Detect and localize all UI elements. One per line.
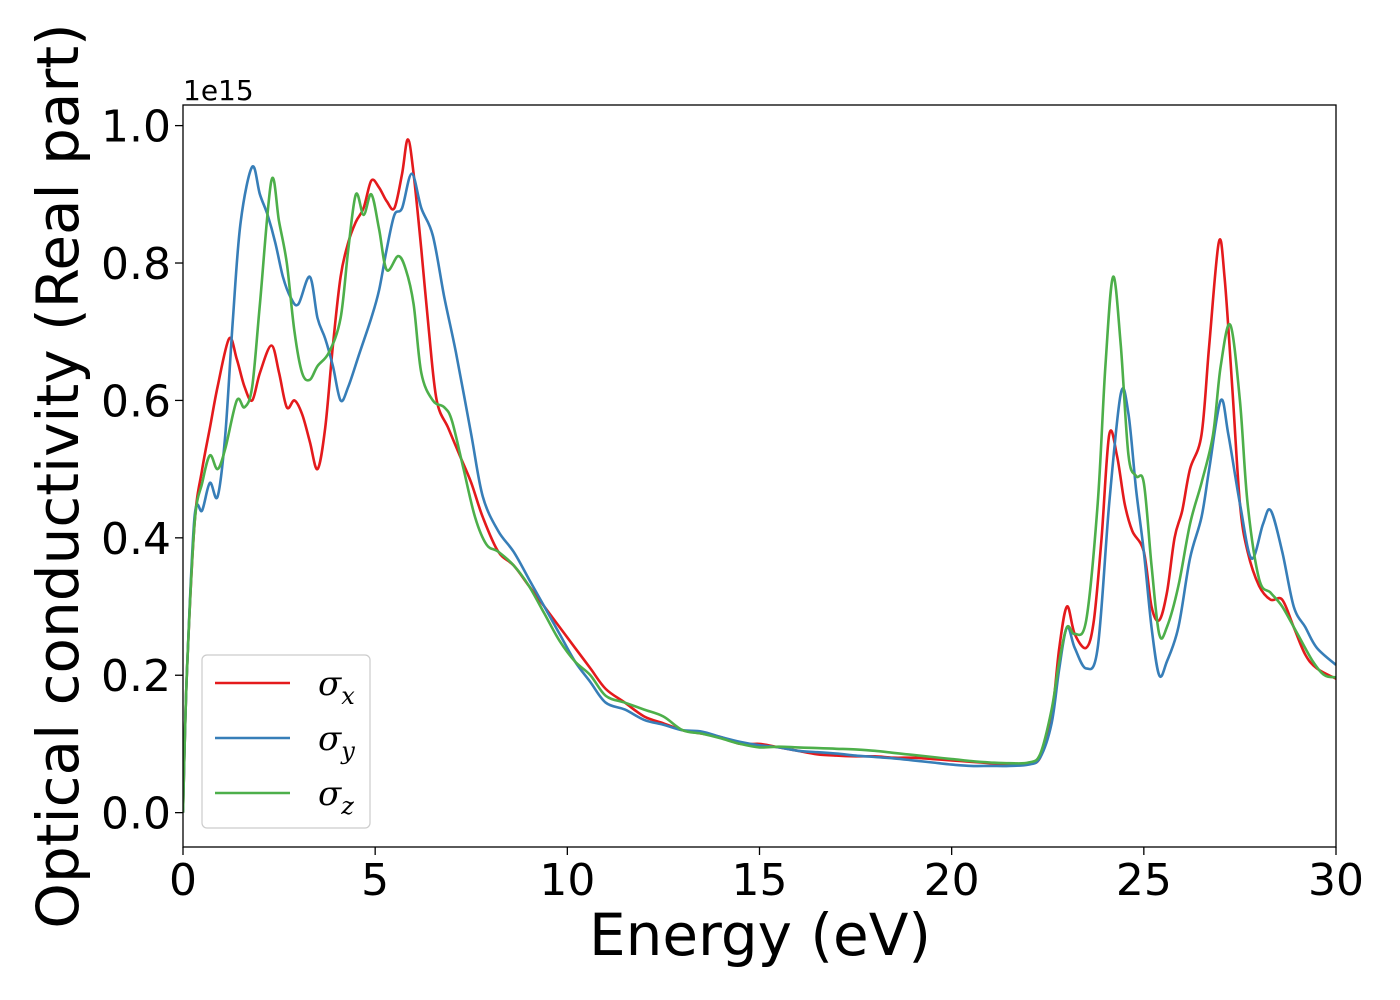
y-tick-label: 0.0 xyxy=(101,789,171,840)
x-tick-label: 10 xyxy=(539,855,595,906)
legend-label-z: σz xyxy=(318,774,354,820)
series-line-z xyxy=(183,176,1336,813)
y-axis-title: Optical conductivity (Real part) xyxy=(24,23,92,928)
x-tick-label: 30 xyxy=(1308,855,1364,906)
x-axis-ticks: 0 5 10 15 20 25 30 xyxy=(169,847,1364,906)
series-line-y xyxy=(183,165,1336,813)
x-tick-label: 0 xyxy=(169,855,197,906)
y-tick-label: 1.0 xyxy=(101,102,171,153)
x-tick-label: 5 xyxy=(361,855,389,906)
y-tick-label: 0.4 xyxy=(101,514,171,565)
y-offset-label: 1e15 xyxy=(183,74,254,107)
series-layer xyxy=(183,138,1336,813)
y-tick-label: 0.8 xyxy=(101,239,171,290)
y-axis-ticks: 0.0 0.2 0.4 0.6 0.8 1.0 xyxy=(101,102,183,840)
legend-label-x: σx xyxy=(318,664,355,710)
x-tick-label: 15 xyxy=(732,855,788,906)
legend: σx σy σz xyxy=(201,654,371,829)
x-tick-label: 20 xyxy=(924,855,980,906)
x-tick-label: 25 xyxy=(1116,855,1172,906)
legend-label-y: σy xyxy=(318,719,355,765)
legend-box xyxy=(201,654,371,829)
x-axis-title: Energy (eV) xyxy=(589,901,931,969)
y-tick-label: 0.2 xyxy=(101,651,171,702)
y-tick-label: 0.6 xyxy=(101,376,171,427)
